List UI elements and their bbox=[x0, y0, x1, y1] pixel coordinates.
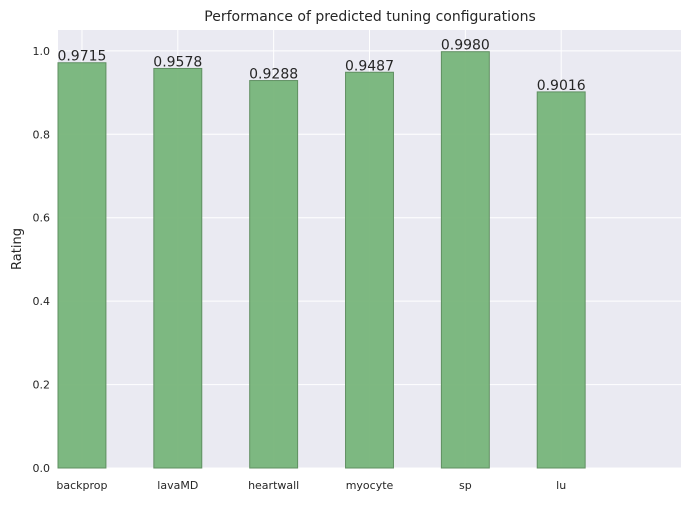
bar-sp bbox=[440, 51, 490, 469]
x-tick-label: lavaMD bbox=[157, 479, 198, 492]
bar-value-label: 0.9487 bbox=[345, 58, 394, 74]
bar-value-label: 0.9715 bbox=[57, 49, 106, 65]
bar-value-label: 0.9016 bbox=[537, 78, 586, 94]
y-tick-label: 1.0 bbox=[33, 45, 51, 58]
x-tick-label: sp bbox=[459, 479, 472, 492]
bar-lu bbox=[536, 91, 586, 469]
y-tick-label: 0.6 bbox=[33, 212, 51, 225]
bar-backprop bbox=[57, 62, 107, 469]
y-tick-label: 0.2 bbox=[33, 379, 51, 392]
y-tick-label: 0.8 bbox=[33, 128, 51, 141]
bar-heartwall bbox=[249, 80, 299, 469]
bar-value-label: 0.9288 bbox=[249, 67, 298, 83]
x-tick-label: myocyte bbox=[346, 479, 394, 492]
bar-value-labels: 0.9715 0.9578 0.9288 0.9487 0.9980 0.9016 bbox=[57, 38, 585, 94]
x-tick-label: heartwall bbox=[248, 479, 299, 492]
bar-value-label: 0.9980 bbox=[441, 38, 490, 54]
y-tick-label: 0.0 bbox=[33, 462, 51, 475]
y-axis-label: Rating bbox=[10, 228, 25, 270]
bar-value-label: 0.9578 bbox=[153, 54, 202, 70]
bar-myocyte bbox=[345, 71, 394, 469]
x-tick-label: lu bbox=[556, 479, 566, 492]
bars bbox=[57, 51, 586, 469]
x-tick-label: backprop bbox=[56, 479, 107, 492]
bar-lavaMD bbox=[153, 67, 203, 469]
y-tick-label: 0.4 bbox=[33, 295, 51, 308]
chart-title: Performance of predicted tuning configur… bbox=[204, 9, 535, 25]
x-tick-labels: backprop lavaMD heartwall myocyte sp lu bbox=[56, 479, 566, 492]
y-tick-labels: 0.0 0.2 0.4 0.6 0.8 1.0 bbox=[33, 45, 51, 475]
